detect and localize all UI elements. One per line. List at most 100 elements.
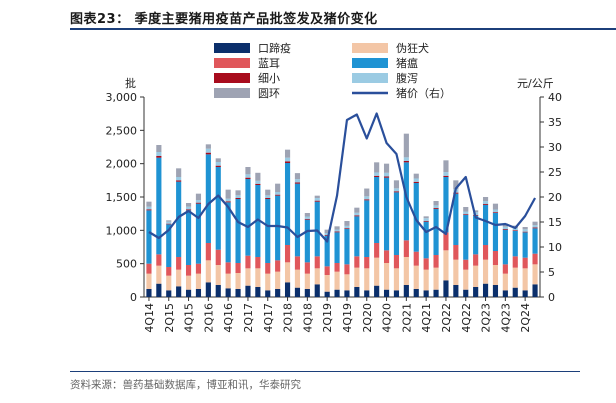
- bar-segment: [265, 290, 271, 297]
- bar-segment: [482, 204, 489, 205]
- bar-segment: [195, 263, 202, 274]
- bar-segment: [314, 198, 320, 201]
- bar-segment: [235, 190, 241, 196]
- bar-segment: [473, 265, 479, 287]
- right-tick-label: 40: [548, 91, 562, 104]
- bar-segment: [532, 225, 538, 228]
- right-tick-label: 5: [548, 266, 555, 279]
- bar-segment: [364, 188, 370, 197]
- bar-segment: [195, 202, 202, 204]
- bar-segment: [374, 177, 380, 243]
- bar-segment: [492, 203, 499, 210]
- bar-segment: [502, 290, 508, 297]
- x-tick-label: 2Q22: [440, 303, 453, 333]
- bar-segment: [334, 231, 340, 233]
- bar-segment: [364, 196, 370, 200]
- bar-segment: [304, 273, 310, 289]
- bar-segment: [225, 288, 231, 297]
- bar-segment: [156, 265, 162, 284]
- bar-segment: [433, 208, 439, 209]
- bar-segment: [453, 193, 459, 245]
- bar-segment: [176, 168, 182, 177]
- bar-segment: [374, 172, 380, 176]
- bar-segment: [423, 290, 429, 297]
- bar-segment: [453, 285, 459, 297]
- bar-segment: [393, 180, 400, 189]
- bar-segment: [294, 256, 301, 270]
- bar-segment: [294, 179, 301, 183]
- bar-segment: [413, 181, 419, 183]
- bar-segment: [245, 174, 251, 178]
- x-tick-label: 2Q17: [242, 303, 255, 333]
- bar-segment: [532, 221, 538, 226]
- bar-segment: [473, 215, 479, 255]
- bar-segment: [374, 257, 380, 286]
- bar-segment: [166, 267, 172, 276]
- bar-segment: [176, 177, 182, 181]
- bar-segment: [324, 266, 330, 275]
- bar-segment: [314, 200, 320, 202]
- bar-segment: [522, 257, 528, 269]
- left-tick-label: 2,000: [106, 158, 138, 171]
- bar-segment: [423, 220, 429, 222]
- bar-segment: [423, 218, 429, 221]
- bar-segment: [235, 198, 241, 199]
- bar-segment: [156, 152, 162, 156]
- left-tick-label: 1,500: [106, 191, 138, 204]
- bar-segment: [532, 228, 538, 254]
- bar-segment: [205, 144, 211, 149]
- bar-segment: [512, 287, 518, 297]
- bar-segment: [185, 206, 192, 210]
- left-axis-unit: 批: [125, 76, 136, 90]
- bar-segment: [235, 199, 241, 263]
- bar-segment: [344, 228, 350, 229]
- bar-segment: [195, 289, 202, 297]
- left-tick-label: 0: [130, 291, 137, 304]
- bar-segment: [443, 250, 449, 281]
- bar-segment: [215, 265, 221, 285]
- bar-segment: [294, 269, 301, 288]
- legend-label: 细小: [258, 72, 280, 85]
- bar-segment: [354, 216, 360, 257]
- bar-segment: [215, 165, 221, 167]
- bar-segment: [502, 226, 508, 229]
- x-tick-label: 4Q19: [341, 303, 354, 333]
- left-tick-label: 3,000: [106, 91, 138, 104]
- bar-segment: [185, 275, 192, 290]
- bar-segment: [334, 271, 340, 290]
- bar-segment: [443, 160, 449, 173]
- bar-segment: [423, 258, 429, 270]
- bar-segment: [146, 210, 152, 264]
- bar-segment: [265, 273, 271, 291]
- bar-segment: [374, 175, 380, 177]
- bar-segment: [176, 180, 182, 182]
- x-tick-label: 4Q21: [420, 303, 433, 333]
- bar-segment: [334, 263, 340, 272]
- bar-segment: [354, 215, 360, 217]
- bar-segment: [225, 273, 231, 289]
- x-tick-label: 2Q24: [519, 303, 532, 333]
- x-tick-label: 2Q19: [321, 303, 334, 333]
- bar-segment: [265, 189, 271, 196]
- bar-segment: [492, 213, 499, 251]
- bar-segment: [324, 235, 330, 267]
- bar-segment: [185, 265, 192, 276]
- bar-segment: [354, 212, 360, 216]
- bar-segment: [512, 230, 518, 231]
- bar-segment: [146, 289, 152, 297]
- bar-segment: [383, 263, 390, 290]
- bar-segment: [314, 201, 320, 257]
- line-layer: [148, 112, 537, 243]
- bar-segment: [423, 269, 429, 291]
- x-tick-label: 4Q23: [499, 303, 512, 333]
- bar-segment: [403, 257, 409, 285]
- bars-layer: [146, 133, 538, 297]
- bar-segment: [403, 162, 409, 241]
- bar-segment: [255, 287, 261, 297]
- title-rule: [70, 28, 616, 30]
- legend-label: 腹泻: [396, 71, 418, 85]
- x-tick-label: 2Q23: [480, 303, 493, 333]
- bar-segment: [522, 232, 528, 258]
- bar-segment: [354, 267, 360, 287]
- bar-segment: [156, 157, 162, 255]
